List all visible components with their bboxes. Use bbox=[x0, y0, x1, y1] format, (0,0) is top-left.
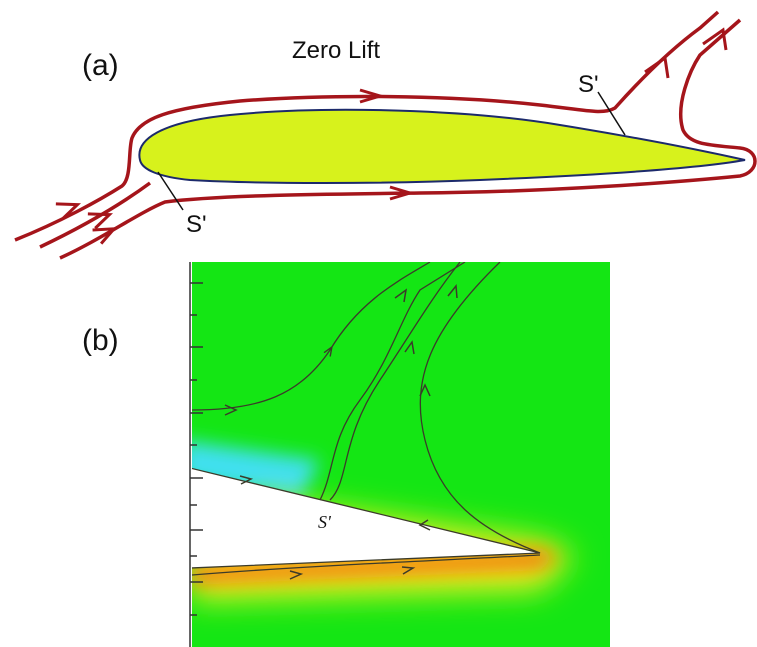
leader-line bbox=[598, 92, 625, 135]
panel-label: (b) bbox=[82, 324, 119, 357]
annotation: S' bbox=[578, 71, 599, 98]
annotation: S' bbox=[186, 211, 207, 238]
annotation: S' bbox=[318, 512, 332, 532]
panel-title: Zero Lift bbox=[292, 37, 380, 64]
panel-a: (a) Zero Lift S' S' bbox=[15, 12, 755, 258]
panel-b: (b) bbox=[82, 262, 610, 647]
airfoil bbox=[139, 110, 745, 183]
panel-label: (a) bbox=[82, 49, 119, 82]
figure: (a) Zero Lift S' S' (b) bbox=[0, 0, 757, 647]
